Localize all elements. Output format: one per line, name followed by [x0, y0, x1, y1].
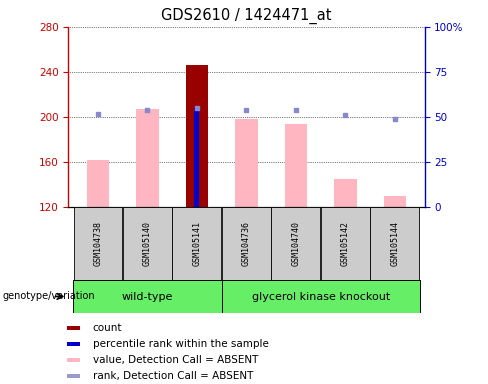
- Bar: [67, 342, 81, 346]
- Bar: [195, 108, 200, 207]
- Bar: [136, 109, 159, 207]
- Bar: [123, 207, 172, 280]
- Bar: [222, 280, 420, 313]
- Bar: [384, 196, 406, 207]
- Bar: [222, 207, 271, 280]
- Text: GSM105144: GSM105144: [390, 221, 399, 266]
- Bar: [235, 119, 258, 207]
- Text: count: count: [93, 323, 122, 333]
- Text: genotype/variation: genotype/variation: [2, 291, 95, 301]
- Text: GSM104736: GSM104736: [242, 221, 251, 266]
- Title: GDS2610 / 1424471_at: GDS2610 / 1424471_at: [161, 8, 332, 24]
- Text: glycerol kinase knockout: glycerol kinase knockout: [251, 291, 390, 302]
- Text: GSM104738: GSM104738: [94, 221, 102, 266]
- Bar: [67, 374, 81, 378]
- Bar: [334, 179, 357, 207]
- Bar: [271, 207, 321, 280]
- Text: GSM105142: GSM105142: [341, 221, 350, 266]
- Bar: [285, 124, 307, 207]
- Bar: [172, 207, 222, 280]
- Bar: [67, 358, 81, 362]
- Text: rank, Detection Call = ABSENT: rank, Detection Call = ABSENT: [93, 371, 253, 381]
- Text: value, Detection Call = ABSENT: value, Detection Call = ABSENT: [93, 355, 258, 365]
- Bar: [67, 326, 81, 330]
- Text: GSM104740: GSM104740: [291, 221, 301, 266]
- Bar: [321, 207, 370, 280]
- Text: GSM105140: GSM105140: [143, 221, 152, 266]
- Bar: [186, 65, 208, 207]
- Bar: [87, 160, 109, 207]
- Text: wild-type: wild-type: [122, 291, 173, 302]
- Text: percentile rank within the sample: percentile rank within the sample: [93, 339, 269, 349]
- Bar: [74, 207, 122, 280]
- Bar: [73, 280, 222, 313]
- Text: GSM105141: GSM105141: [192, 221, 202, 266]
- Bar: [370, 207, 419, 280]
